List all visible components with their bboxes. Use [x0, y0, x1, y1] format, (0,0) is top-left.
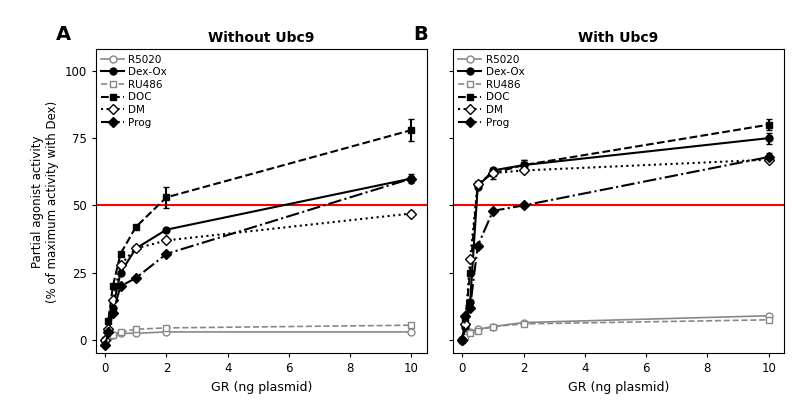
Legend: R5020, Dex-Ox, RU486, DOC, DM, Prog: R5020, Dex-Ox, RU486, DOC, DM, Prog: [458, 55, 524, 127]
X-axis label: GR (ng plasmid): GR (ng plasmid): [568, 381, 670, 394]
Y-axis label: Partial agonist activity
(% of maximum activity with Dex): Partial agonist activity (% of maximum a…: [31, 100, 59, 302]
Title: Without Ubc9: Without Ubc9: [208, 31, 314, 45]
Title: With Ubc9: With Ubc9: [578, 31, 658, 45]
Text: A: A: [56, 25, 71, 44]
Text: B: B: [414, 25, 428, 44]
X-axis label: GR (ng plasmid): GR (ng plasmid): [210, 381, 312, 394]
Legend: R5020, Dex-Ox, RU486, DOC, DM, Prog: R5020, Dex-Ox, RU486, DOC, DM, Prog: [102, 55, 167, 127]
